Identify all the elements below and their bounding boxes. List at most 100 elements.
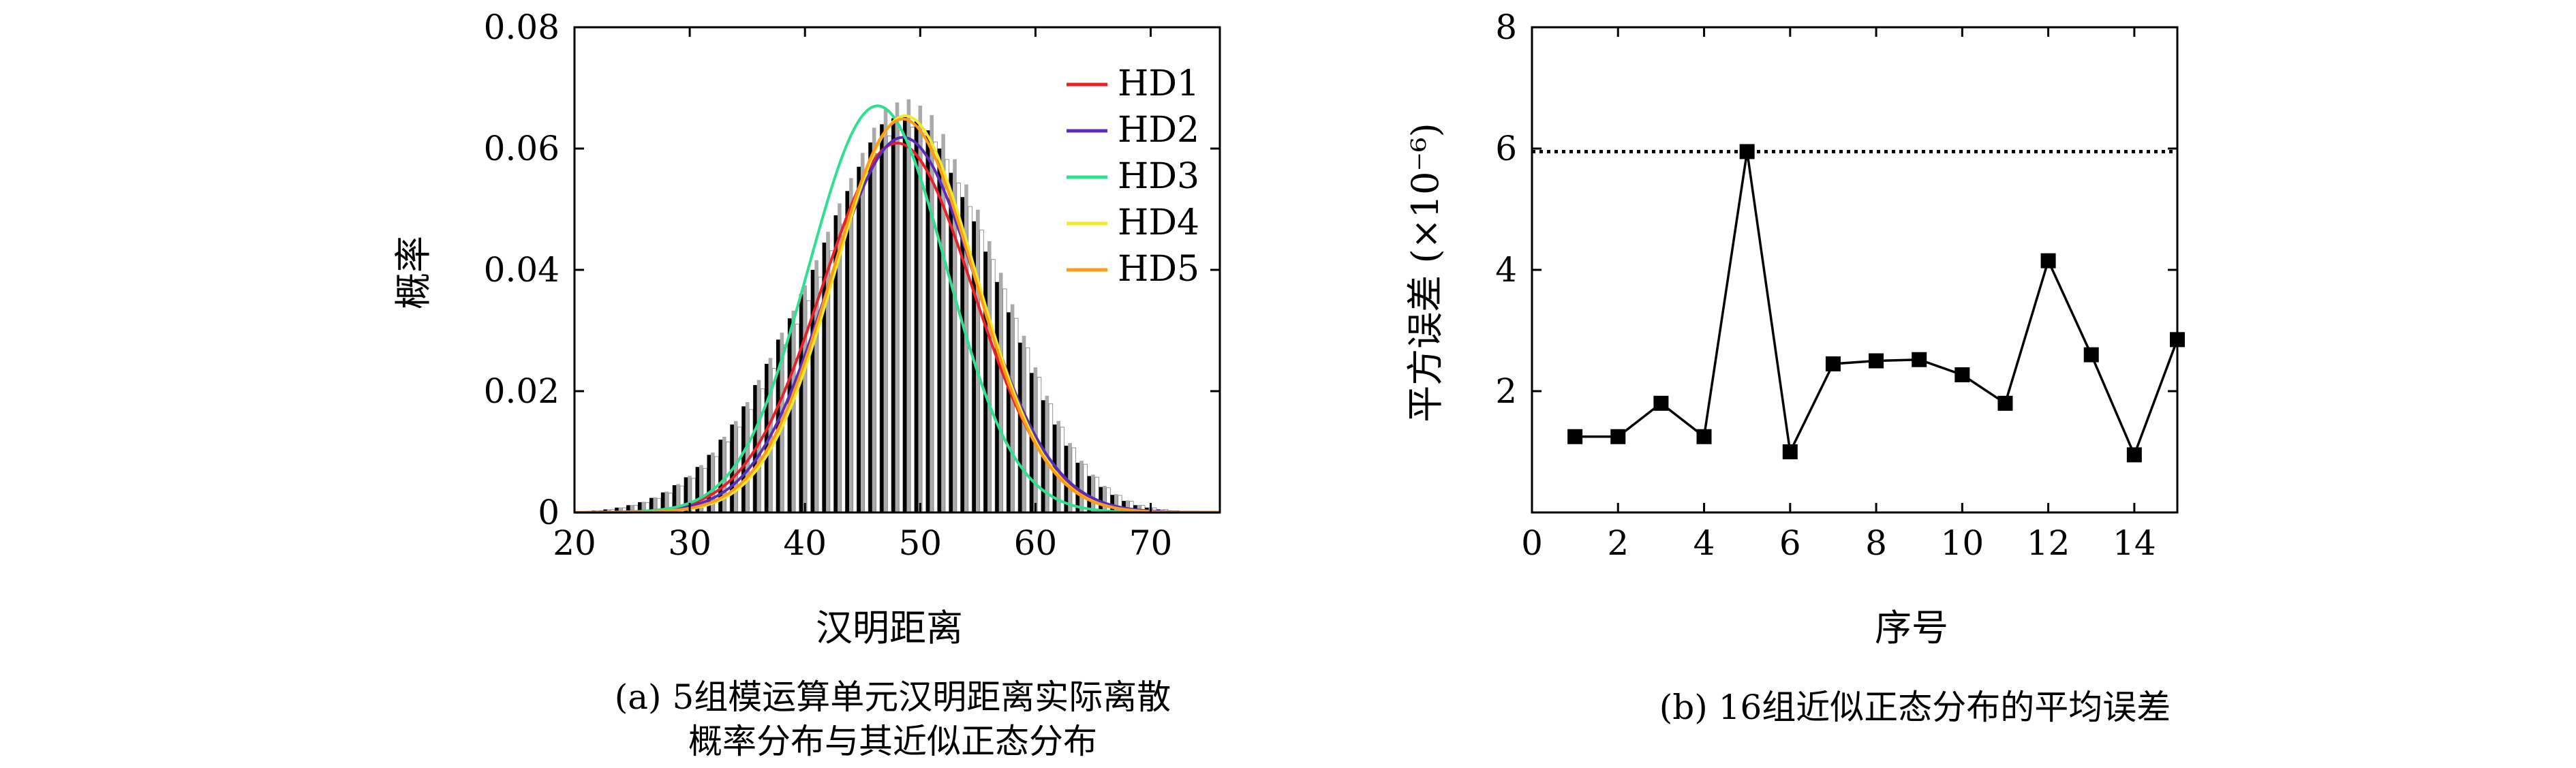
x-tick-label: 20 [553, 523, 596, 563]
histogram-bar [1079, 461, 1084, 512]
histogram-bar [987, 241, 992, 512]
histogram-bar [641, 502, 646, 512]
histogram-bar [880, 124, 884, 512]
data-point-marker [2170, 332, 2185, 348]
histogram-bar [972, 221, 977, 512]
histogram-bar [618, 507, 623, 512]
data-point-marker [1782, 444, 1798, 459]
histogram-bar [1010, 304, 1015, 512]
histogram-bar [883, 108, 888, 512]
histogram-bar [887, 136, 892, 513]
histogram-bar [1030, 373, 1034, 512]
histogram-bar [1002, 288, 1007, 513]
histogram-bar [849, 178, 853, 512]
histogram-bar [749, 409, 754, 513]
y-tick-label: 2 [1495, 371, 1517, 411]
line-chart-ticks: 0 2 4 6 8 10 12 14 2 4 6 8 [1495, 7, 2177, 563]
caption-left-line2: 概率分布与其近似正态分布 [688, 722, 1097, 761]
data-point-marker [2126, 447, 2142, 463]
x-tick-label: 40 [783, 523, 827, 563]
histogram-bar [1056, 420, 1061, 512]
histogram-bar [868, 142, 872, 513]
histogram-bar [853, 200, 857, 513]
x-tick-label: 4 [1693, 523, 1715, 563]
histogram-bar [649, 497, 654, 512]
histogram-bar [822, 242, 827, 512]
histogram-bar [976, 209, 980, 512]
legend-item-hd4: HD4 [1067, 202, 1199, 243]
x-tick-label: 2 [1607, 523, 1629, 563]
histogram-bar [695, 467, 700, 512]
histogram-bar [707, 455, 711, 512]
y-tick-label: 0.08 [484, 7, 559, 47]
x-tick-label: 30 [668, 523, 711, 563]
legend-item-hd3: HD3 [1067, 156, 1199, 197]
histogram-bar [964, 184, 968, 512]
histogram-bar [826, 232, 830, 512]
caption-left-line1: (a) 5组模运算单元汉明距离实际离散 [615, 677, 1171, 717]
histogram-bar [895, 102, 900, 513]
histogram-bar [803, 285, 808, 512]
histogram-bar [941, 134, 945, 512]
histogram-bar [1007, 312, 1011, 512]
histogram-bar [995, 281, 999, 512]
histogram-bar [898, 129, 904, 513]
histogram-bar [953, 159, 957, 512]
legend-label: HD1 [1118, 63, 1199, 104]
normal-curve-hd5 [574, 117, 1220, 514]
x-tick-label: 50 [899, 523, 942, 563]
histogram-bar [810, 270, 815, 512]
y-tick-label: 0.06 [484, 129, 559, 168]
histogram-bar [860, 153, 865, 512]
histogram-bar [838, 203, 842, 512]
y-tick-label: 8 [1495, 7, 1517, 47]
histogram-bar [918, 105, 923, 513]
histogram-bar [925, 130, 930, 513]
histogram-bar [684, 477, 688, 512]
histogram-bar [933, 141, 938, 513]
histogram-bar [1018, 342, 1022, 512]
histogram-bar [872, 127, 876, 512]
legend: HD1 HD2 HD3 HD4 HD5 [1067, 63, 1199, 290]
x-tick-label: 0 [1521, 523, 1543, 563]
caption-right: (b) 16组近似正态分布的平均误差 [1659, 688, 2171, 727]
legend-label: HD4 [1118, 202, 1199, 243]
legend-item-hd5: HD5 [1067, 249, 1199, 290]
histogram-bar [960, 197, 965, 512]
histogram-bar [876, 153, 880, 513]
histogram-bar [841, 224, 846, 513]
histogram-bar [903, 115, 907, 513]
x-tick-label: 14 [2113, 523, 2156, 563]
histogram-bar [910, 127, 915, 513]
x-tick-label: 12 [2027, 523, 2070, 563]
histogram-bar [711, 452, 715, 512]
histogram-bar [791, 310, 796, 512]
histogram-bar [891, 118, 895, 512]
histogram-bar [937, 149, 942, 512]
data-point-marker [1869, 353, 1884, 369]
histogram-bar [991, 259, 996, 513]
histogram-bar [833, 215, 838, 512]
histogram-bar [653, 497, 658, 512]
histogram-bar [660, 492, 665, 512]
data-point-marker [1997, 395, 2013, 411]
y-tick-label: 0.02 [484, 371, 559, 411]
x-axis-label: 序号 [1875, 606, 1948, 649]
histogram-bar [1071, 447, 1076, 513]
histogram-bar [1094, 476, 1099, 513]
legend-label: HD3 [1118, 156, 1199, 197]
histogram-bar [949, 172, 953, 512]
histogram-bar [626, 505, 630, 512]
y-tick-label: 6 [1495, 129, 1517, 168]
histogram-bar [630, 504, 634, 512]
histogram-bar [930, 114, 934, 512]
line-chart-frame [1531, 26, 2179, 514]
histogram-bar [1106, 487, 1111, 513]
histogram-ticks: 20 30 40 50 60 70 0 0.02 0.04 0.06 0.08 [484, 7, 1220, 563]
x-axis-label: 汉明距离 [816, 606, 963, 649]
histogram-bar [1103, 486, 1107, 512]
histogram-bar [1087, 476, 1092, 512]
histogram-bar [1014, 318, 1019, 513]
